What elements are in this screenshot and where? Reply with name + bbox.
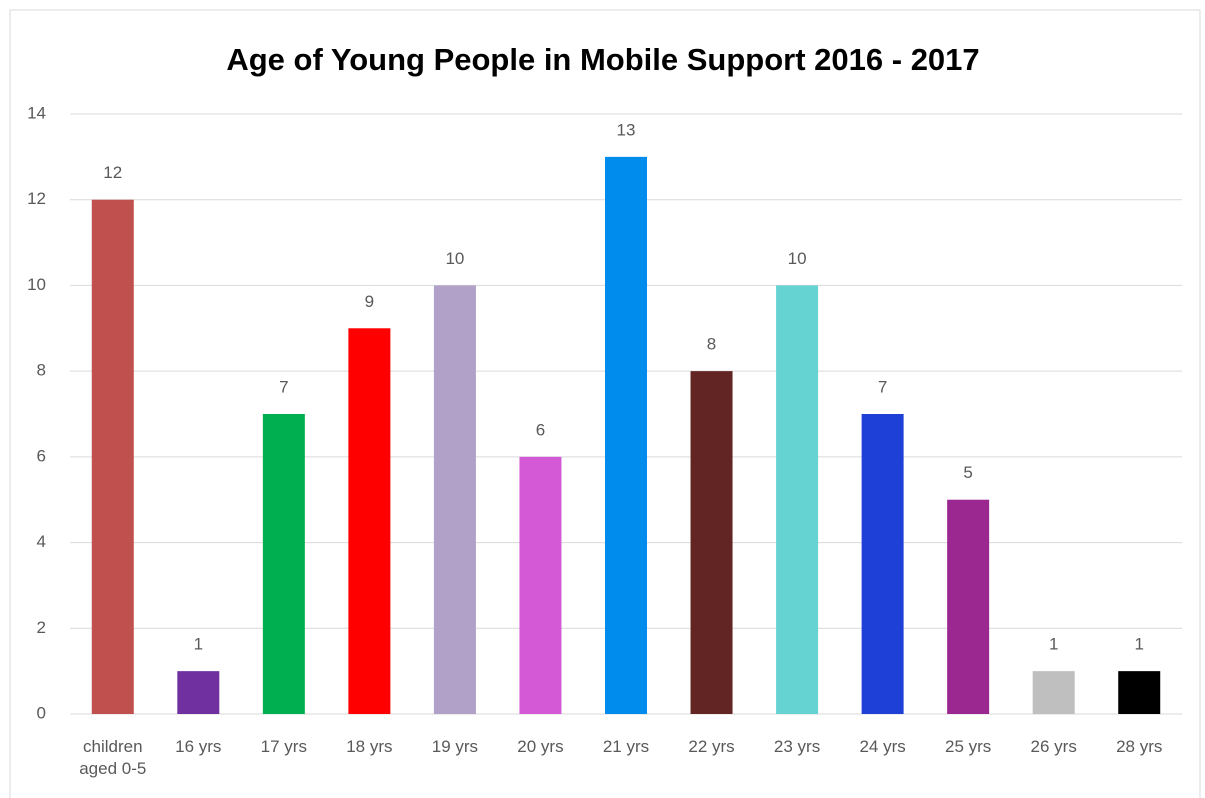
value-label: 8: [707, 335, 716, 354]
bar: [776, 285, 819, 714]
y-tick-label: 12: [27, 189, 46, 208]
chart-title: Age of Young People in Mobile Support 20…: [226, 42, 979, 77]
value-label: 7: [279, 377, 288, 396]
bar: [1032, 671, 1075, 714]
y-tick-label: 10: [27, 275, 46, 294]
value-label: 6: [536, 420, 545, 439]
value-label: 5: [963, 463, 972, 482]
y-tick-label: 4: [37, 532, 46, 551]
bar: [605, 156, 647, 714]
value-label: 10: [788, 249, 807, 268]
bar: [177, 671, 220, 714]
x-tick-label: children aged 0-5: [79, 737, 147, 778]
x-tick-label: 19 yrs: [431, 737, 479, 756]
bar: [91, 199, 134, 714]
x-tick-label: 21 yrs: [602, 737, 650, 756]
bar: [690, 371, 733, 714]
x-tick-label: 20 yrs: [517, 737, 564, 756]
y-tick-label: 14: [27, 103, 46, 122]
x-tick-label: 26 yrs: [1030, 737, 1077, 756]
x-tick-label: 22 yrs: [688, 737, 735, 756]
y-tick-label: 8: [37, 361, 46, 380]
x-tick-label: 23 yrs: [773, 737, 821, 756]
bar: [519, 456, 562, 714]
x-tick-label: 17 yrs: [260, 737, 307, 756]
value-label: 1: [194, 635, 203, 654]
value-label: 1: [1049, 635, 1058, 654]
bar: [348, 328, 391, 714]
value-label: 10: [445, 249, 464, 268]
x-tick-label: 24 yrs: [859, 737, 906, 756]
bar: [947, 499, 990, 714]
bar: [1118, 671, 1161, 714]
y-tick-label: 6: [37, 446, 46, 465]
value-label: 7: [878, 377, 887, 396]
y-tick-label: 2: [37, 618, 46, 637]
value-label: 1: [1134, 635, 1143, 654]
x-tick-label: 16 yrs: [175, 737, 222, 756]
y-tick-label: 0: [37, 703, 46, 722]
bar: [861, 414, 904, 714]
bar: [433, 285, 476, 714]
x-tick-label: 28 yrs: [1116, 737, 1163, 756]
value-label: 12: [103, 163, 122, 182]
x-tick-label: 18 yrs: [346, 737, 393, 756]
x-tick-label: 25 yrs: [944, 737, 992, 756]
value-label: 13: [617, 120, 636, 139]
bar: [262, 414, 305, 714]
value-label: 9: [365, 292, 374, 311]
